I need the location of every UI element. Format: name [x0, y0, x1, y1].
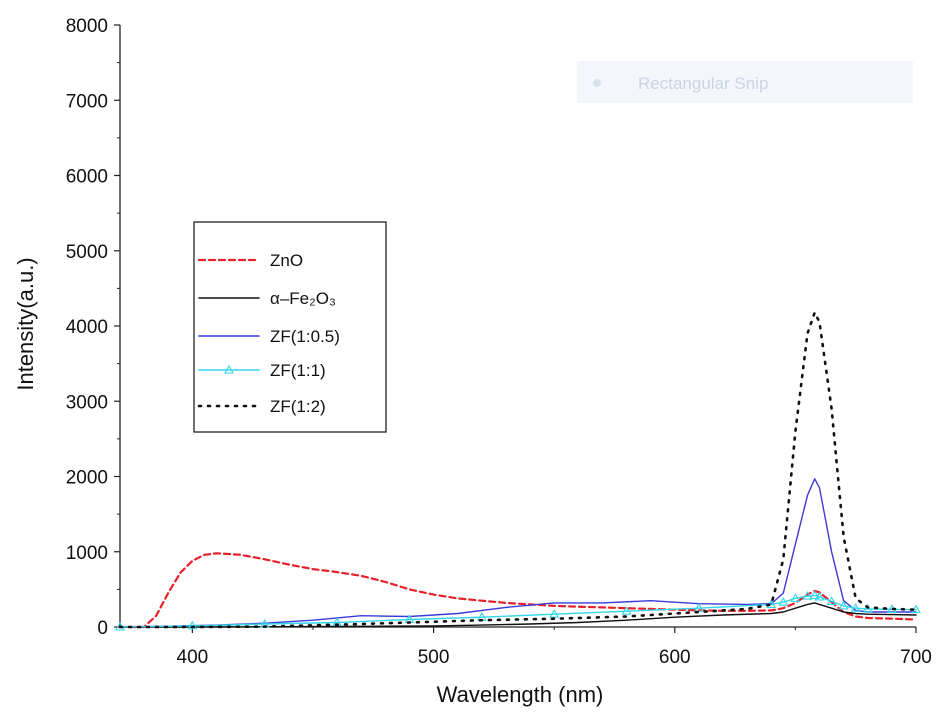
legend-label-4: ZF(1:1) — [270, 361, 326, 380]
axes: 0 1000 2000 3000 4000 5000 6000 7000 8000 400 500 6… — [66, 16, 932, 668]
series-point-4 — [809, 590, 820, 599]
x-tick-label: 700 — [900, 647, 932, 668]
y-tick-label: 5000 — [66, 242, 108, 263]
x-tick-label: 400 — [177, 647, 209, 668]
series-point-4 — [838, 600, 849, 610]
series-point-4 — [826, 596, 837, 605]
y-tick-label: 8000 — [66, 16, 108, 37]
series-point-4 — [862, 603, 873, 613]
series-line-4 — [119, 594, 917, 628]
series-line-3 — [119, 478, 917, 628]
legend-label-2: α–Fe₂O₃ — [270, 289, 336, 308]
series-line-5 — [118, 311, 918, 629]
y-tick-label: 3000 — [66, 392, 108, 413]
plot-area — [115, 311, 921, 631]
series-point-4 — [814, 591, 825, 601]
series-point-4 — [693, 603, 704, 612]
series-point-4 — [790, 593, 801, 602]
y-tick-label: 1000 — [66, 543, 108, 564]
legend-label-5: ZF(1:2) — [270, 397, 326, 416]
series-point-4 — [778, 597, 789, 606]
y-tick-label: 2000 — [66, 468, 108, 489]
y-tick-label: 6000 — [66, 167, 108, 188]
series-point-4 — [802, 591, 813, 600]
y-tick-label: 0 — [97, 618, 108, 639]
y-tick-label: 4000 — [66, 317, 108, 338]
series-line-2 — [119, 602, 917, 628]
y-axis-title: Intensity(a.u.) — [13, 257, 38, 390]
snip-background — [577, 61, 913, 103]
snip-icon — [593, 79, 601, 87]
x-axis-title: Wavelength (nm) — [437, 682, 604, 707]
snip-label: Rectangular Snip — [638, 74, 768, 93]
x-tick-label: 600 — [659, 647, 691, 668]
x-tick-label: 500 — [418, 647, 450, 668]
series-point-4 — [187, 620, 198, 630]
series-point-4 — [549, 609, 560, 618]
legend-box — [193, 221, 387, 433]
legend-marker-4 — [224, 364, 234, 374]
rectangular-snip-overlay: Rectangular Snip — [577, 61, 913, 103]
legend: ZnO α–Fe₂O₃ ZF(1:0.5) ZF(1:1) ZF(1:2) — [193, 221, 387, 433]
series-point-4 — [850, 603, 861, 612]
series-point-4 — [621, 606, 632, 615]
legend-label-3: ZF(1:0.5) — [270, 327, 340, 346]
legend-label-1: ZnO — [270, 251, 303, 270]
y-tick-label: 7000 — [66, 91, 108, 112]
